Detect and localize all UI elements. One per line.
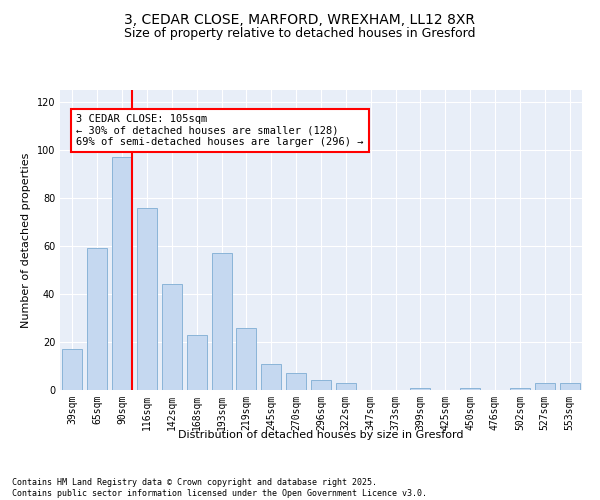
Text: Size of property relative to detached houses in Gresford: Size of property relative to detached ho… bbox=[124, 28, 476, 40]
Y-axis label: Number of detached properties: Number of detached properties bbox=[21, 152, 31, 328]
Bar bbox=[162, 284, 182, 390]
Bar bbox=[262, 364, 281, 390]
Bar bbox=[62, 349, 82, 390]
Bar bbox=[510, 388, 530, 390]
Bar bbox=[410, 388, 430, 390]
Bar bbox=[236, 328, 256, 390]
Bar bbox=[88, 248, 107, 390]
Bar bbox=[187, 335, 206, 390]
Bar bbox=[560, 383, 580, 390]
Bar bbox=[212, 253, 232, 390]
Bar bbox=[535, 383, 554, 390]
Text: Contains HM Land Registry data © Crown copyright and database right 2025.
Contai: Contains HM Land Registry data © Crown c… bbox=[12, 478, 427, 498]
Text: 3 CEDAR CLOSE: 105sqm
← 30% of detached houses are smaller (128)
69% of semi-det: 3 CEDAR CLOSE: 105sqm ← 30% of detached … bbox=[76, 114, 364, 147]
Text: Distribution of detached houses by size in Gresford: Distribution of detached houses by size … bbox=[178, 430, 464, 440]
Text: 3, CEDAR CLOSE, MARFORD, WREXHAM, LL12 8XR: 3, CEDAR CLOSE, MARFORD, WREXHAM, LL12 8… bbox=[125, 12, 476, 26]
Bar bbox=[460, 388, 480, 390]
Bar bbox=[137, 208, 157, 390]
Bar bbox=[112, 157, 132, 390]
Bar bbox=[286, 373, 306, 390]
Bar bbox=[336, 383, 356, 390]
Bar bbox=[311, 380, 331, 390]
